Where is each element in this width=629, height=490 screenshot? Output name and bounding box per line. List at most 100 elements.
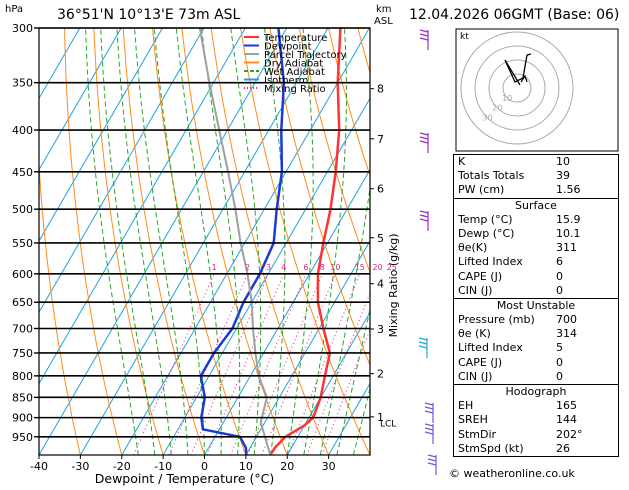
surface-row: CIN (J)0 — [454, 284, 618, 298]
surface-label: Dewp (°C) — [458, 227, 514, 241]
most-unstable-row: Pressure (mb) 700 — [454, 313, 618, 327]
index-value: 10 — [556, 155, 614, 169]
mixing-ratio-label: 10 — [330, 263, 340, 272]
hodograph-ring-label: 10 — [502, 94, 512, 103]
pressure-tick-label: 300 — [12, 22, 33, 35]
surface-value: 15.9 — [556, 213, 614, 227]
pressure-tick-label: 600 — [12, 268, 33, 281]
hodograph-title: Hodograph — [454, 385, 618, 399]
pressure-tick-label: 450 — [12, 166, 33, 179]
mixing-ratio-label: 6 — [303, 263, 308, 272]
surface-label: CIN (J) — [458, 284, 492, 298]
pressure-tick-label: 750 — [12, 347, 33, 360]
legend-label: Mixing Ratio — [264, 84, 326, 95]
surface-title: Surface — [454, 199, 618, 213]
pressure-unit: hPa — [5, 4, 23, 15]
mixing-ratio-label: 20 — [373, 263, 383, 272]
mixing-ratio-label: 15 — [355, 263, 365, 272]
wet-adiabat-line — [320, 28, 385, 455]
wet-adiabat-line — [135, 28, 188, 455]
wind-barb-flag — [425, 407, 433, 409]
most-unstable-label: Lifted Index — [458, 341, 523, 355]
most-unstable-row: CIN (J)0 — [454, 370, 618, 384]
pressure-tick-label: 550 — [12, 237, 33, 250]
wind-barb-flag — [420, 219, 428, 221]
wind-barb-flag — [420, 30, 428, 32]
hodograph-label: SREH — [458, 413, 488, 427]
asl-unit: ASL — [374, 16, 393, 27]
surface-value: 311 — [556, 241, 614, 255]
wind-barb-flag — [420, 133, 428, 135]
surface-value: 0 — [556, 270, 614, 284]
mixing-ratio-label: 4 — [281, 263, 286, 272]
x-tick-label: 20 — [280, 460, 294, 473]
wet-adiabat-line — [353, 28, 454, 455]
pressure-tick-label: 400 — [12, 124, 33, 137]
dry-adiabat-line — [65, 28, 122, 455]
most-unstable-value: 314 — [556, 327, 614, 341]
hodograph-value: 202° — [556, 428, 614, 442]
hodograph-row: EH 165 — [454, 399, 618, 413]
wind-barb-flag — [425, 403, 433, 405]
x-tick-label: -30 — [71, 460, 89, 473]
index-label: PW (cm) — [458, 183, 504, 197]
pressure-tick-label: 650 — [12, 296, 33, 309]
pressure-tick-label: 350 — [12, 77, 33, 90]
x-tick-label: 30 — [322, 460, 336, 473]
wind-barb-flag — [425, 428, 433, 430]
km-label: 8 — [377, 83, 384, 96]
mixing-ratio-line — [231, 274, 306, 455]
most-unstable-value: 5 — [556, 341, 614, 355]
mixing-ratio-label: 1 — [212, 263, 217, 272]
isotherm-line — [0, 28, 245, 455]
wet-adiabat-line — [86, 28, 139, 455]
copyright-footer: © weatheronline.co.uk — [449, 467, 575, 480]
wet-adiabat-line — [176, 28, 221, 455]
hodograph-value: 144 — [556, 413, 614, 427]
most-unstable-title: Most Unstable — [454, 299, 618, 313]
km-unit: km — [376, 4, 392, 15]
surface-label: CAPE (J) — [458, 270, 502, 284]
datetime-title: 12.04.2026 06GMT (Base: 06) — [409, 7, 619, 23]
km-label: 2 — [377, 368, 384, 381]
wind-barb-flag — [419, 346, 427, 348]
pressure-tick-label: 500 — [12, 203, 33, 216]
hodograph-value: 165 — [556, 399, 614, 413]
hodograph-row: SREH 144 — [454, 413, 618, 427]
location-title: 36°51'N 10°13'E 73m ASL — [57, 7, 241, 23]
km-label: 3 — [377, 323, 384, 336]
x-axis-label: Dewpoint / Temperature (°C) — [95, 471, 274, 486]
index-value: 1.56 — [556, 183, 614, 197]
index-label: Totals Totals — [458, 169, 524, 183]
wind-barb-flag — [428, 459, 436, 461]
wind-barb-flag — [420, 34, 428, 36]
surface-label: Lifted Index — [458, 255, 523, 269]
surface-row: Dewp (°C)10.1 — [454, 227, 618, 241]
most-unstable-label: Pressure (mb) — [458, 313, 535, 327]
pressure-tick-label: 950 — [12, 431, 33, 444]
hodograph-label: StmSpd (kt) — [458, 442, 524, 456]
wind-barb-flag — [425, 411, 433, 413]
surface-label: Temp (°C) — [458, 213, 513, 227]
most-unstable-value: 700 — [556, 313, 614, 327]
dry-adiabat-line — [622, 28, 629, 455]
most-unstable-label: CAPE (J) — [458, 356, 502, 370]
hodograph-row: StmSpd (kt)26 — [454, 442, 618, 456]
hodograph-ring-label: 20 — [492, 104, 502, 113]
hodograph-box — [456, 29, 618, 151]
index-row: PW (cm) 1.56 — [454, 183, 618, 197]
hodograph-label: EH — [458, 399, 473, 413]
wind-barb-flag — [419, 338, 427, 340]
wind-barb-flag — [425, 424, 433, 426]
wind-barb-flag — [419, 342, 427, 344]
wind-barb-flag — [420, 141, 428, 143]
isotherm-line — [39, 28, 287, 455]
